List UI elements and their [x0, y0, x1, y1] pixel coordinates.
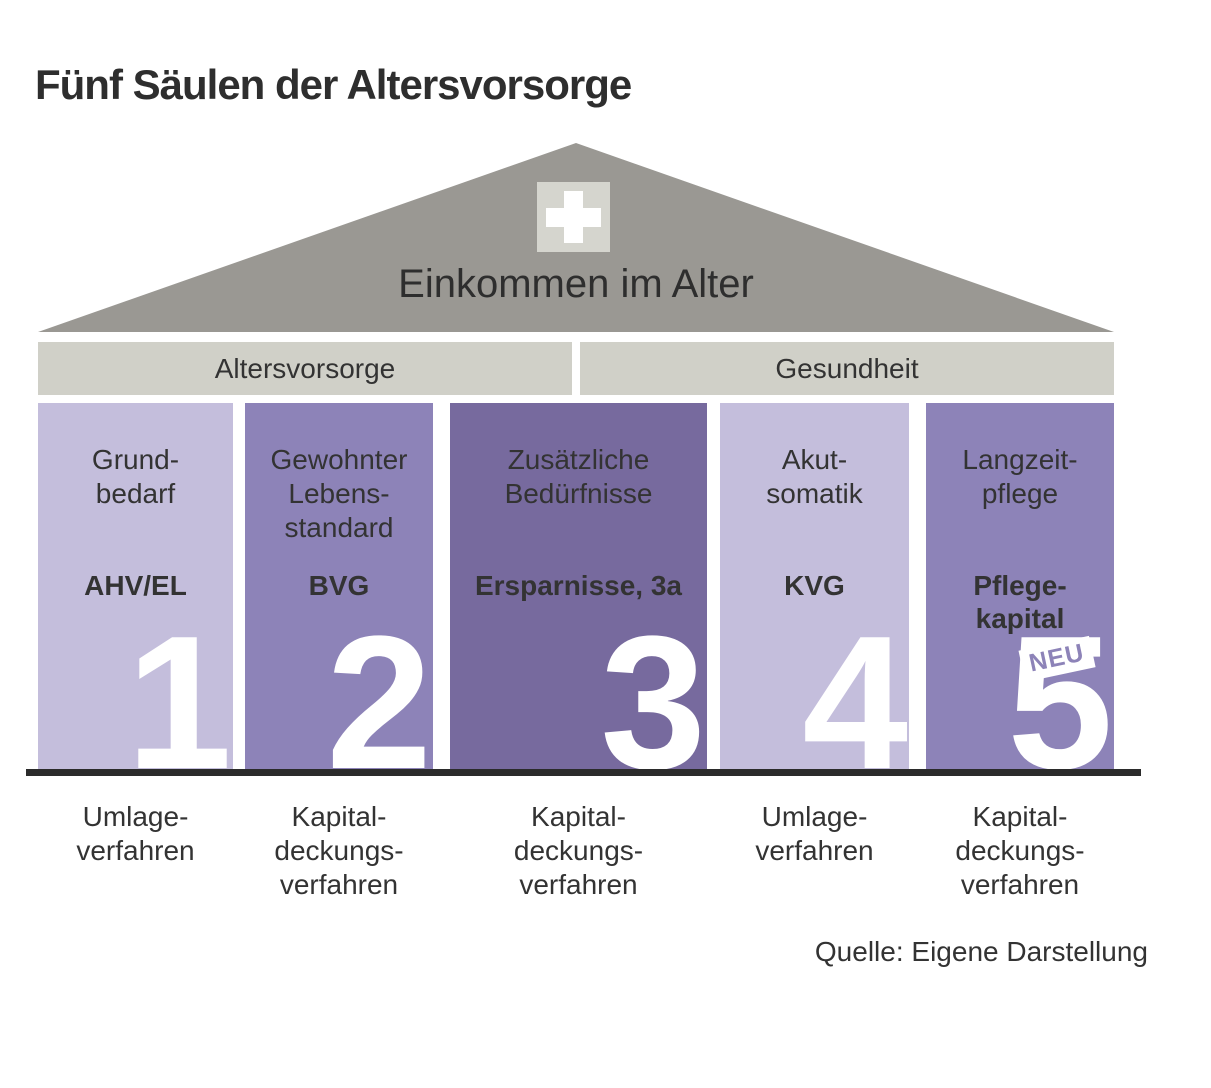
beam-altersvorsorge: Altersvorsorge — [38, 342, 572, 395]
pillar-3-instrument: Ersparnisse, 3a — [474, 570, 683, 601]
pillar-1-financing: Umlage- verfahren — [76, 801, 195, 866]
beam-altersvorsorge-label: Altersvorsorge — [214, 352, 396, 384]
pillar-2: Gewohnter Lebens- standard BVG 2 — [245, 403, 433, 769]
pillar-4-financing: Umlage- verfahren — [755, 801, 874, 866]
pillar-5-instrument: Pflege- kapital — [973, 570, 1067, 634]
cross-horizontal-bar — [546, 208, 601, 227]
swiss-cross-icon — [537, 182, 610, 252]
pillar-1-instrument: AHV/EL — [84, 570, 187, 601]
pillar-2-number: 2 — [326, 597, 432, 769]
pillar-4-need: Akut- somatik — [766, 444, 863, 509]
pillar-3-number: 3 — [600, 597, 706, 769]
pillar-2-financing: Kapital- deckungs- verfahren — [274, 801, 404, 900]
roof-label: Einkommen im Alter — [398, 262, 754, 306]
beam-gesundheit-label: Gesundheit — [775, 352, 919, 384]
pillar-5-financing: Kapital- deckungs- verfahren — [955, 801, 1085, 900]
beam-gesundheit: Gesundheit — [580, 342, 1114, 395]
pillar-1: Grund- bedarf AHV/EL 1 — [38, 403, 233, 769]
source-caption: Quelle: Eigene Darstellung — [814, 936, 1148, 967]
pillar-4: Akut- somatik KVG 4 — [720, 403, 909, 769]
pillar-2-need: Gewohnter Lebens- standard — [270, 444, 408, 543]
pillar-1-number: 1 — [126, 597, 232, 769]
pillar-5-need: Langzeit- pflege — [962, 444, 1078, 509]
baseline-rule — [26, 769, 1141, 776]
page-title: Fünf Säulen der Altersvorsorge — [35, 61, 632, 108]
pillar-3: Zusätzliche Bedürfnisse Ersparnisse, 3a … — [450, 403, 707, 769]
pillar-4-instrument: KVG — [784, 570, 845, 601]
pillar-3-need: Zusätzliche Bedürfnisse — [504, 444, 653, 509]
pillar-4-number: 4 — [802, 597, 908, 769]
pillar-3-financing: Kapital- deckungs- verfahren — [513, 801, 644, 900]
pillar-1-need: Grund- bedarf — [91, 444, 180, 509]
pillar-2-instrument: BVG — [308, 570, 370, 601]
pillar-5-number: 5 — [1007, 597, 1113, 769]
pillar-5: Langzeit- pflege Pflege- kapital 5 NEU — [926, 403, 1114, 769]
